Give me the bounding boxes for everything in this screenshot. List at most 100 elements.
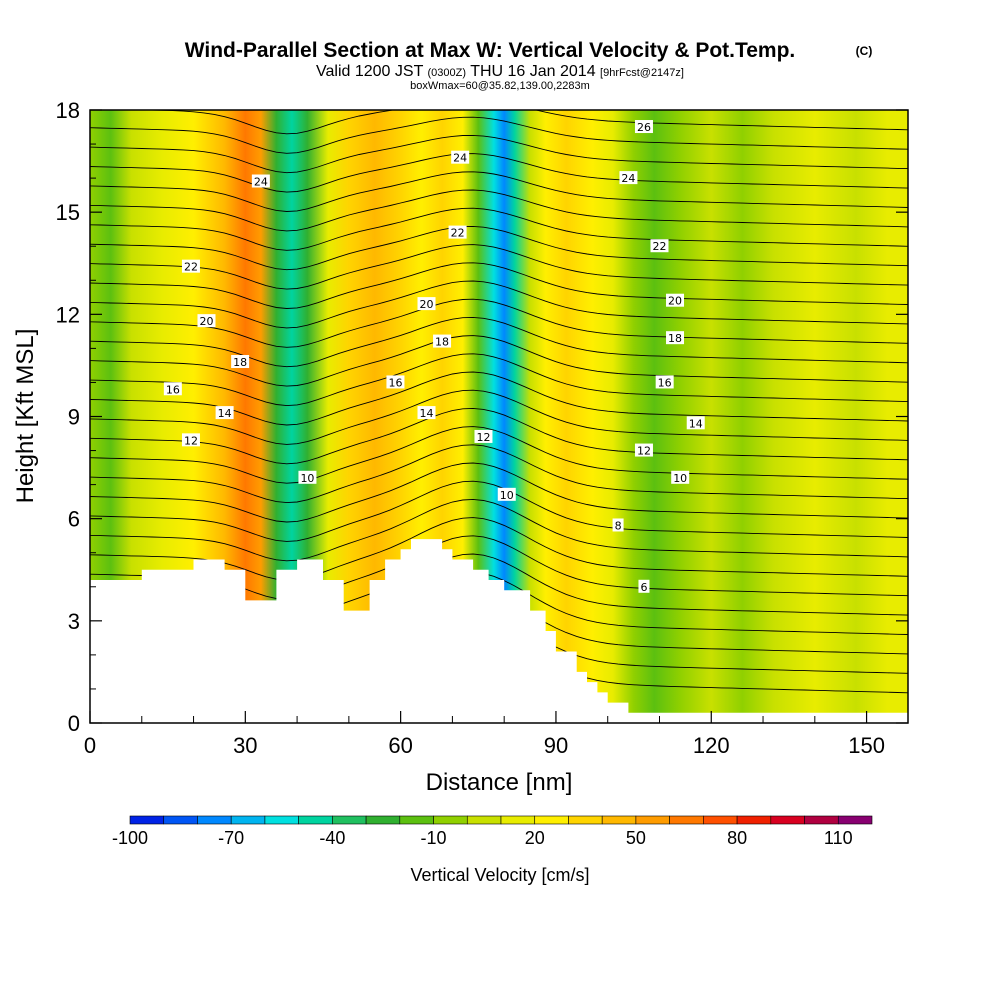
- colorbar-tick-label: 50: [626, 828, 646, 848]
- contour-label-text: 24: [254, 176, 268, 189]
- contour-label: 20: [197, 314, 216, 328]
- contour-label-text: 24: [621, 172, 635, 185]
- contour-label-bg: [451, 150, 470, 164]
- valid-prefix: Valid 1200 JST: [316, 63, 424, 80]
- colorbar-tick-label: 110: [824, 828, 853, 848]
- y-tick-label: 3: [68, 609, 80, 634]
- x-tick-label: 30: [233, 733, 257, 758]
- x-tick-label: 0: [84, 733, 96, 758]
- colorbar-swatch: [466, 815, 502, 825]
- colorbar-swatch: [129, 815, 165, 825]
- contour-label: 20: [666, 293, 685, 308]
- isentrope-line: [90, 517, 908, 581]
- y-tick-label: 0: [68, 711, 80, 736]
- contour-label-text: 16: [658, 376, 672, 389]
- isentrope-line: [90, 207, 908, 251]
- contour-label-text: 20: [199, 315, 213, 328]
- forecast-info: [9hrFcst@2147z]: [600, 67, 684, 79]
- contour-label-text: 22: [652, 240, 666, 253]
- colorbar-swatch: [601, 815, 637, 825]
- contour-label-bg: [655, 375, 674, 389]
- contour-label-bg: [417, 406, 436, 420]
- isentrope-line: [90, 353, 908, 407]
- contour-label-bg: [181, 259, 200, 273]
- contour-label-bg: [298, 470, 317, 484]
- box-info: boxWmax=60@35.82,139.00,2283m: [410, 80, 590, 92]
- contour-label-bg: [638, 579, 650, 593]
- contour-label: 16: [655, 375, 674, 389]
- contour-label-text: 14: [420, 407, 434, 420]
- contour-label-text: 12: [476, 431, 490, 444]
- contour-label-bg: [634, 443, 653, 457]
- contour-label: 10: [298, 470, 317, 485]
- contour-label: 18: [231, 355, 250, 369]
- colorbar-swatch: [568, 815, 603, 825]
- contour-label: 20: [417, 297, 436, 311]
- y-tick-label: 9: [68, 405, 80, 430]
- contour-label-text: 8: [615, 519, 622, 532]
- colorbar-swatch: [230, 815, 266, 825]
- contour-label: 6: [638, 579, 650, 594]
- contour-label-bg: [666, 293, 685, 307]
- colorbar-swatch: [399, 815, 434, 825]
- contour-label-bg: [686, 416, 705, 430]
- colorbar-label: Vertical Velocity [cm/s]: [410, 865, 589, 885]
- contour-label-bg: [386, 375, 405, 389]
- colorbar-swatch: [264, 815, 299, 825]
- contour-label-text: 16: [388, 376, 402, 389]
- chart-title-block: Wind-Parallel Section at Max W: Vertical…: [185, 39, 873, 92]
- contour-label-bg: [448, 225, 467, 239]
- isentrope-line: [90, 225, 908, 271]
- isentrope-line: [90, 298, 908, 348]
- colorbar-swatch: [197, 815, 232, 825]
- isentrope-line: [90, 480, 908, 542]
- x-tick-label: 60: [388, 733, 412, 758]
- valid-utc: (0300Z): [428, 67, 467, 79]
- contour-label: 14: [215, 406, 234, 420]
- isentrope-line: [90, 426, 908, 484]
- contour-label-text: 22: [184, 261, 198, 274]
- colorbar-tick-label: 80: [727, 828, 747, 848]
- contour-label-bg: [215, 406, 234, 420]
- contour-label-bg: [163, 382, 182, 396]
- contour-label-text: 10: [300, 472, 314, 485]
- terrain: [90, 539, 908, 723]
- contour-label: 22: [650, 239, 669, 253]
- contour-label: 22: [448, 225, 467, 240]
- contour-label-bg: [417, 297, 436, 311]
- isentrope-line: [90, 244, 908, 290]
- colorbar-tick-label: -10: [421, 828, 447, 848]
- contour-label-text: 12: [184, 434, 198, 447]
- colorbar-swatch: [365, 815, 401, 825]
- contour-label-bg: [474, 429, 493, 443]
- contour-label-bg: [671, 470, 690, 484]
- contour-label: 14: [417, 406, 436, 420]
- colorbar-swatch: [635, 815, 670, 825]
- colorbar-swatch: [837, 815, 873, 825]
- isentrope-line: [90, 280, 908, 329]
- y-tick-label: 12: [56, 302, 80, 327]
- contour-labels: 24 22 20 18 16 14 12 10 24 22 20 18 16 14 12 10 26 24 22 20…: [163, 120, 705, 594]
- y-tick-label: 18: [56, 98, 80, 123]
- contour-label: 24: [451, 150, 470, 165]
- contour-label-text: 20: [420, 298, 434, 311]
- y-tick-label: 6: [68, 507, 80, 532]
- y-axis-label: Height [Kft MSL]: [12, 329, 39, 504]
- x-axis-label: Distance [nm]: [426, 769, 573, 796]
- colorbar-tick-label: -100: [112, 828, 148, 848]
- plot-area: [90, 110, 908, 723]
- isentrope-line: [90, 262, 908, 309]
- isentrope-line: [90, 407, 908, 465]
- colorbar-swatch: [703, 815, 738, 825]
- contour-label-text: 10: [500, 489, 514, 502]
- isentrope-line: [90, 153, 908, 193]
- contour-label-text: 12: [637, 445, 651, 458]
- colorbar-swatch: [804, 815, 839, 825]
- contour-label-text: 26: [637, 121, 651, 134]
- colorbar-swatch: [500, 815, 536, 825]
- colorbar-swatch: [332, 815, 367, 825]
- colorbar-swatch: [163, 815, 198, 825]
- contour-label: 24: [251, 174, 270, 189]
- isentrope-line: [90, 134, 908, 174]
